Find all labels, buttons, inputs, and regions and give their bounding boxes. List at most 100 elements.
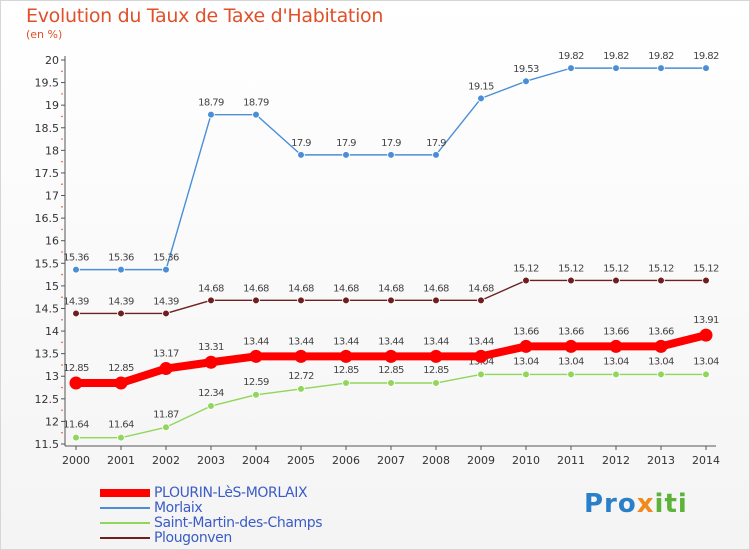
chart-title: Evolution du Taux de Taxe d'Habitation (26, 5, 384, 27)
logo-part-3: iti (654, 489, 688, 519)
y-tick-label: 18.5 (35, 122, 60, 135)
legend-swatch (100, 507, 150, 509)
y-tick-label: 19 (45, 99, 59, 112)
legend-label: Plougonven (154, 530, 232, 546)
y-minor-tick (61, 409, 63, 411)
data-point (72, 309, 80, 318)
data-point (297, 385, 305, 393)
proxiti-logo: Proxiti (584, 489, 688, 519)
data-label: 13.66 (603, 326, 629, 337)
data-point (252, 110, 260, 119)
x-tick-label: 2006 (332, 454, 360, 467)
data-label: 19.15 (468, 81, 494, 92)
data-point (522, 77, 530, 86)
y-minor-tick (61, 386, 63, 389)
data-label: 15.12 (693, 263, 719, 274)
x-tick-label: 2009 (467, 454, 495, 467)
y-tick-label: 15.5 (35, 257, 60, 270)
x-tick-label: 2001 (107, 454, 135, 467)
data-point (522, 370, 530, 379)
data-point (702, 370, 710, 379)
data-point (117, 265, 125, 274)
y-tick-label: 15 (45, 280, 59, 293)
data-label: 17.9 (291, 138, 311, 149)
data-label: 12.85 (63, 363, 89, 374)
data-label: 13.91 (693, 315, 719, 326)
y-tick-label: 14 (45, 325, 59, 338)
data-point (159, 362, 173, 376)
legend-swatch (100, 489, 150, 497)
data-label: 13.44 (378, 336, 404, 347)
data-label: 14.68 (198, 283, 224, 294)
data-label: 17.9 (336, 138, 356, 149)
data-label: 19.53 (513, 64, 539, 75)
y-minor-tick (61, 228, 63, 231)
y-minor-tick (61, 160, 63, 163)
data-label: 19.82 (648, 51, 674, 62)
y-minor-tick (61, 206, 63, 208)
y-minor-tick (61, 431, 63, 434)
data-point (207, 296, 215, 305)
data-point (249, 349, 263, 363)
data-point (702, 276, 710, 285)
data-label: 14.68 (333, 283, 359, 294)
data-point (477, 296, 485, 305)
data-point (297, 296, 305, 305)
data-point (477, 370, 485, 379)
data-point (432, 296, 440, 305)
data-label: 13.44 (288, 336, 314, 347)
data-point (657, 370, 665, 379)
data-label: 19.82 (603, 51, 629, 62)
y-minor-tick (61, 318, 63, 321)
y-minor-tick (61, 70, 63, 73)
y-minor-tick (61, 138, 63, 140)
data-label: 12.85 (423, 365, 449, 376)
data-point (114, 376, 128, 390)
data-label: 11.87 (153, 409, 179, 420)
data-point (609, 339, 623, 353)
data-point (432, 379, 440, 387)
y-tick-label: 12 (45, 415, 59, 428)
data-point (702, 64, 710, 72)
data-label: 15.36 (108, 253, 134, 264)
data-label: 13.04 (648, 356, 674, 367)
y-tick-label: 19.5 (35, 77, 60, 90)
x-tick-label: 2008 (422, 454, 450, 467)
data-label: 13.04 (603, 356, 629, 367)
data-label: 19.82 (558, 51, 584, 62)
data-label: 14.68 (423, 283, 449, 294)
data-point (657, 64, 665, 72)
y-tick-label: 11.5 (35, 438, 60, 451)
data-label: 15.12 (558, 263, 584, 274)
x-tick-label: 2010 (512, 454, 540, 467)
data-label: 17.9 (426, 138, 446, 149)
y-tick-label: 20 (45, 54, 59, 67)
data-label: 13.66 (648, 326, 674, 337)
data-label: 13.44 (333, 336, 359, 347)
legend-label: PLOURIN-LèS-MORLAIX (154, 485, 308, 501)
data-label: 18.79 (243, 98, 269, 109)
y-tick-label: 13 (45, 370, 59, 383)
legend-label: Morlaix (154, 500, 203, 516)
data-point (117, 309, 125, 318)
data-point (699, 328, 713, 342)
y-tick-label: 17.5 (35, 167, 60, 180)
data-point (339, 349, 353, 363)
data-label: 13.04 (513, 356, 539, 367)
data-label: 15.36 (63, 253, 89, 264)
data-point (522, 276, 530, 285)
data-label: 13.44 (468, 336, 494, 347)
data-label: 12.85 (378, 365, 404, 376)
y-tick-label: 14.5 (35, 302, 60, 315)
data-point (612, 370, 620, 379)
data-label: 14.39 (63, 296, 89, 307)
y-tick-label: 16.5 (35, 212, 60, 225)
x-tick-label: 2013 (647, 454, 675, 467)
data-point (117, 433, 125, 442)
data-point (69, 376, 83, 390)
y-tick-label: 16 (45, 235, 59, 248)
legend-swatch (100, 537, 150, 539)
data-label: 11.64 (63, 420, 89, 431)
